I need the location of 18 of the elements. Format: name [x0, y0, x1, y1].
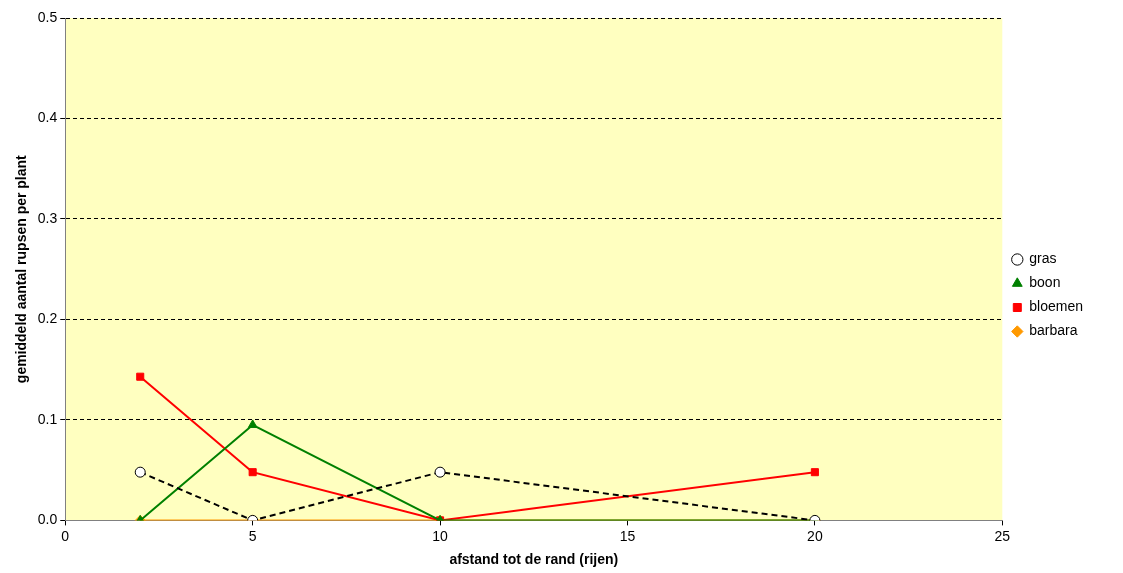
x-tick-label: 20 — [807, 527, 823, 544]
legend-label: bloemen — [1029, 298, 1083, 315]
y-tick-label: 0.5 — [37, 8, 58, 25]
y-axis-title: gemiddeld aantal rupsen per plant — [13, 154, 30, 384]
legend-label: boon — [1029, 274, 1061, 291]
y-tick-label: 0.1 — [37, 410, 58, 427]
y-tick-label: 0.2 — [37, 310, 58, 327]
y-tick-label: 0.3 — [37, 209, 58, 226]
y-tick-label: 0.0 — [37, 511, 58, 528]
x-axis-title: afstand tot de rand (rijen) — [449, 551, 619, 568]
legend-label: barbara — [1029, 322, 1078, 339]
x-tick-label: 0 — [61, 527, 70, 544]
x-tick-label: 15 — [619, 527, 636, 544]
x-tick-label: 5 — [248, 527, 257, 544]
legend-label: gras — [1029, 250, 1057, 267]
x-tick-label: 10 — [432, 527, 449, 544]
x-tick-label: 25 — [994, 527, 1011, 544]
y-tick-label: 0.4 — [37, 109, 58, 126]
